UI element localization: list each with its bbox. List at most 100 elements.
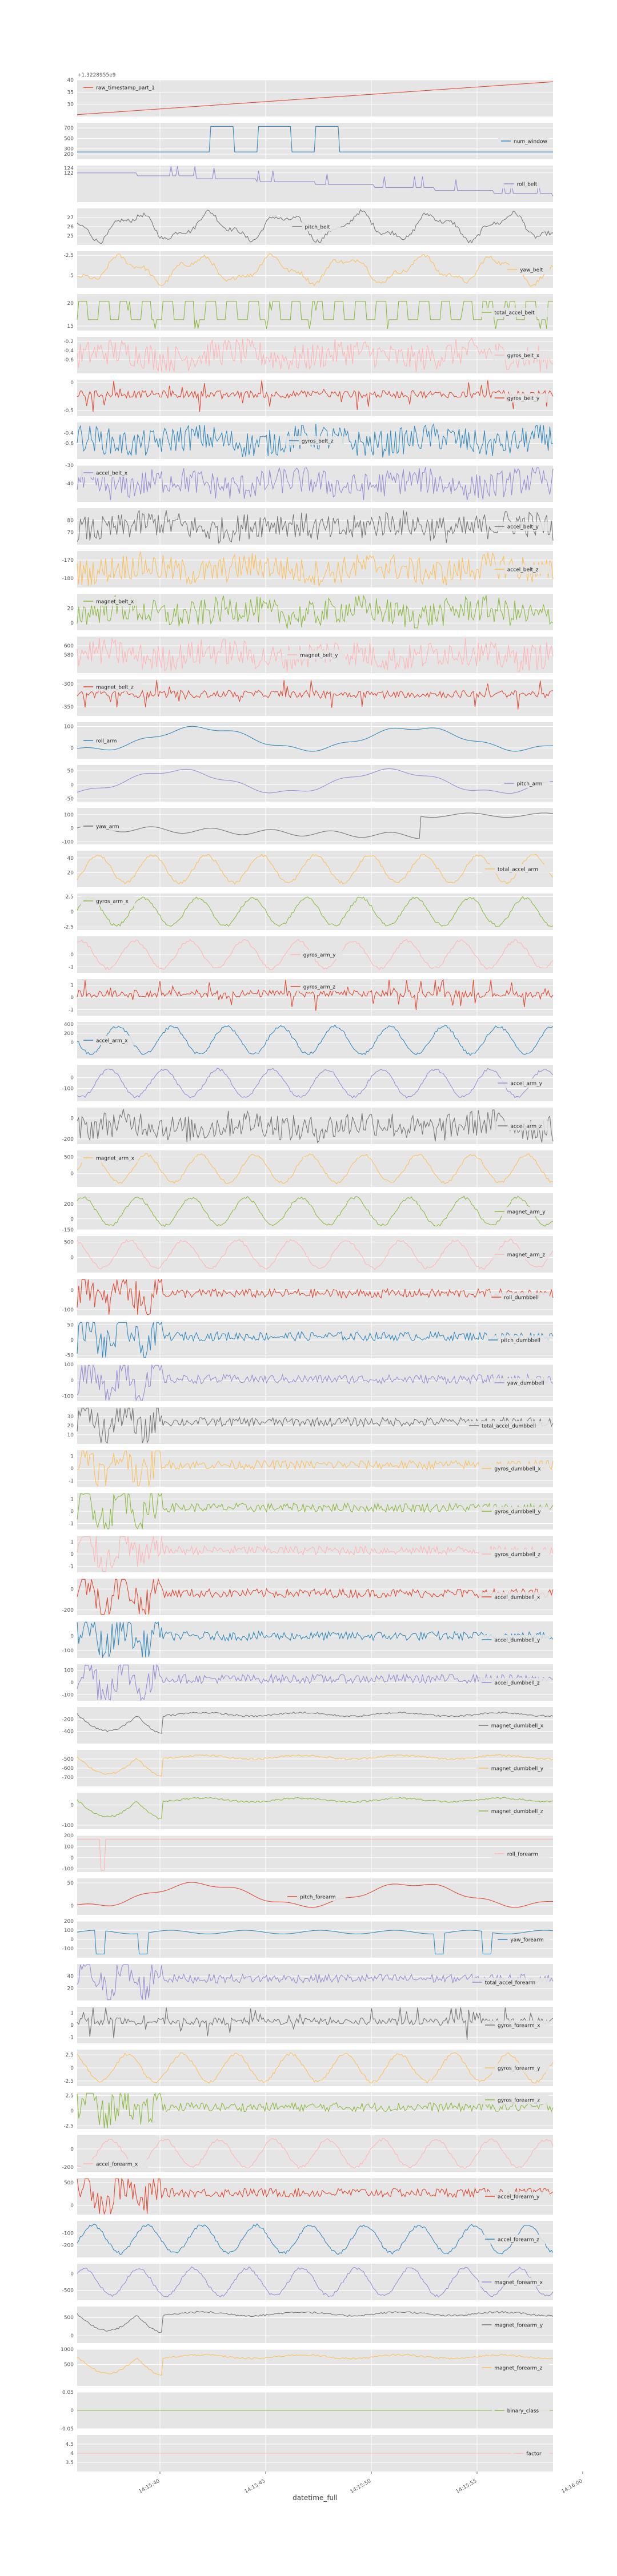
x-tick-label: 14:15:55 [455,2478,478,2495]
legend-box [482,2235,550,2244]
y-tick-label: 40 [67,1974,74,1979]
subplot-accel_arm_z: 0 -200 accel_arm_z [62,1108,583,1144]
legend-magnet_dumbbell_y: magnet_dumbbell_y [475,1764,550,1773]
legend-label: magnet_arm_z [507,1253,546,1258]
subplot-background [77,2135,553,2172]
legend-box [479,1592,550,1601]
series-line-roll_belt [77,166,554,197]
y-tick-label: 600 [64,643,74,649]
legend-factor: factor [511,2449,550,2458]
series-line-yaw_belt [77,253,554,287]
subplot-background [77,337,553,373]
series-line-magnet_forearm_y [77,2311,554,2333]
y-tick-label: -350 [62,705,74,710]
series-line-total_accel_arm [77,854,554,885]
subplot-yaw_dumbbell: 100 0 -100 yaw_dumbbell [62,1362,583,1402]
subplot-binary_class: 0.05 0 -0.05 binary_class [61,2390,583,2432]
y-tick-label: 0 [70,782,74,788]
subplot-magnet_dumbbell_y: -500 -600 -700 magnet_dumbbell_y [62,1750,583,1786]
y-tick-label: 0 [70,2023,74,2028]
y-tick-label: 0 [70,1255,74,1261]
y-tick-label: 15 [67,324,74,329]
shared-x-axis: 14:15:40 14:15:45 14:15:50 14:15:55 14:16:00 [138,2472,584,2495]
y-tick-label: 0 [70,1217,74,1222]
y-tick-label: -200 [62,1608,74,1613]
y-tick-label: 200 [64,1202,74,1208]
y-tick-label: -1 [69,1521,74,1527]
subplot-total_accel_arm: 40 20 total_accel_arm [67,851,583,887]
subplot-yaw_forearm: 200 100 0 -100 yaw_forearm [62,1919,583,1958]
subplot-magnet_forearm_x: 0 -500 magnet_forearm_x [62,2264,583,2300]
series-line-magnet_dumbbell_z [77,1797,554,1820]
y-tick-label: -1 [69,1478,74,1484]
subplot-gyros_dumbbell_z: 1 0 -1 gyros_dumbbell_z [69,1536,583,1572]
legend-box [81,1036,135,1045]
y-tick-label: 0 [70,1116,74,1121]
legend-box [491,393,550,402]
y-tick-label: 70 [67,530,74,536]
y-tick-label: 100 [64,1362,74,1368]
legend-box [479,308,550,317]
legend-box [488,1293,550,1302]
subplot-yaw_belt: -2.5 -5 yaw_belt [63,251,583,288]
y-tick-label: -0.6 [63,441,74,447]
y-tick-label: -100 [62,2231,74,2236]
y-tick-label: 580 [64,653,74,658]
subplot-background [77,765,553,802]
legend-box [81,1153,139,1162]
series-line-gyros_forearm_x [77,2007,554,2040]
y-tick-label: -100 [62,1866,74,1872]
series-line-accel_dumbbell_x [77,1578,554,1615]
legend-label: gyros_belt_z [302,439,334,445]
legend-box [287,950,343,959]
legend-gyros_forearm_x: gyros_forearm_x [482,2020,550,2030]
subplot-background [77,380,553,416]
legend-gyros_dumbbell_z: gyros_dumbbell_z [479,1549,550,1559]
series-line-gyros_forearm_z [77,2092,554,2128]
legend-label: gyros_dumbbell_y [494,1510,541,1515]
legend-box [475,1721,550,1730]
legend-label: accel_belt_y [507,525,539,530]
y-tick-label: 26 [67,224,74,230]
y-tick-label: -100 [62,1692,74,1698]
y-tick-label: 122 [64,171,74,176]
y-tick-label: 0 [70,1378,74,1384]
legend-roll_dumbbell: roll_dumbbell [488,1293,550,1302]
series-line-magnet_arm_x [77,1153,554,1185]
y-tick-label: 0 [70,1509,74,1515]
subplot-magnet_arm_y: 200 0 -150 magnet_arm_y [62,1193,583,1233]
legend-box [482,2063,550,2072]
subplot-gyros_arm_y: 0 -1 gyros_arm_y [69,936,583,973]
subplot-magnet_belt_x: 20 0 magnet_belt_x [67,594,583,630]
subplot-background [77,166,553,202]
series-line-gyros_belt_y [77,380,554,412]
subplot-background [77,722,553,759]
y-tick-label: 2.5 [66,2052,74,2058]
legend-magnet_belt_y: magnet_belt_y [285,650,346,659]
legend-accel_belt_x: accel_belt_x [81,468,139,477]
subplot-background [77,1836,553,1872]
subplot-magnet_dumbbell_z: 0 -100 magnet_dumbbell_z [62,1793,583,1829]
y-tick-label: -2.5 [63,253,74,259]
legend-total_accel_belt: total_accel_belt [479,308,550,317]
y-tick-label: 200 [64,1031,74,1037]
subplot-background [77,679,553,716]
legend-label: magnet_dumbbell_z [491,1809,543,1815]
subplot-background [77,251,553,288]
series-line-accel_forearm_x [77,2138,554,2170]
legend-total_accel_arm: total_accel_arm [482,864,550,874]
series-line-accel_forearm_z [77,2223,554,2255]
legend-roll_arm: roll_arm [81,736,126,745]
subplot-gyros_forearm_x: 1 0 -1 gyros_forearm_x [69,2007,583,2043]
legend-magnet_arm_x: magnet_arm_x [81,1153,139,1162]
subplot-accel_dumbbell_x: 0 -200 accel_dumbbell_x [62,1578,583,1615]
series-line-accel_belt_x [77,466,554,501]
y-tick-label: 300 [64,147,74,152]
subplot-accel_belt_z: -170 -180 accel_belt_z [62,551,583,587]
series-line-gyros_arm_z [77,979,554,1011]
legend-box [495,1935,550,1944]
legend-num_window: num_window [498,136,550,146]
subplot-background [77,1150,553,1187]
legend-gyros_dumbbell_y: gyros_dumbbell_y [479,1507,550,1516]
subplot-background [77,1065,553,1101]
